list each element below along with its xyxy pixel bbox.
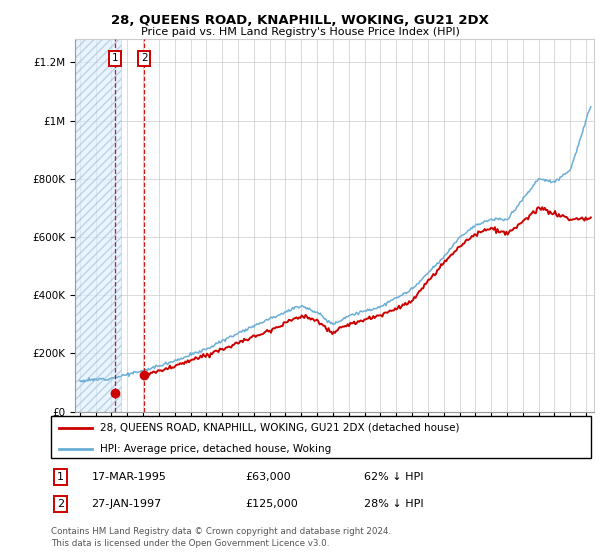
Text: 28% ↓ HPI: 28% ↓ HPI — [364, 499, 424, 509]
FancyBboxPatch shape — [51, 416, 591, 458]
Text: 28, QUEENS ROAD, KNAPHILL, WOKING, GU21 2DX: 28, QUEENS ROAD, KNAPHILL, WOKING, GU21 … — [111, 14, 489, 27]
Text: 17-MAR-1995: 17-MAR-1995 — [91, 472, 166, 482]
Text: 2: 2 — [141, 53, 148, 63]
Text: £125,000: £125,000 — [245, 499, 298, 509]
Text: Price paid vs. HM Land Registry's House Price Index (HPI): Price paid vs. HM Land Registry's House … — [140, 27, 460, 37]
Text: £63,000: £63,000 — [245, 472, 291, 482]
Text: 1: 1 — [112, 53, 118, 63]
Text: 1: 1 — [57, 472, 64, 482]
Text: 28, QUEENS ROAD, KNAPHILL, WOKING, GU21 2DX (detached house): 28, QUEENS ROAD, KNAPHILL, WOKING, GU21 … — [100, 423, 459, 433]
Bar — [59, 39, 121, 412]
Text: Contains HM Land Registry data © Crown copyright and database right 2024.
This d: Contains HM Land Registry data © Crown c… — [51, 527, 391, 548]
Text: 27-JAN-1997: 27-JAN-1997 — [91, 499, 162, 509]
Text: HPI: Average price, detached house, Woking: HPI: Average price, detached house, Woki… — [100, 444, 331, 454]
Text: 62% ↓ HPI: 62% ↓ HPI — [364, 472, 424, 482]
Text: 2: 2 — [57, 499, 64, 509]
